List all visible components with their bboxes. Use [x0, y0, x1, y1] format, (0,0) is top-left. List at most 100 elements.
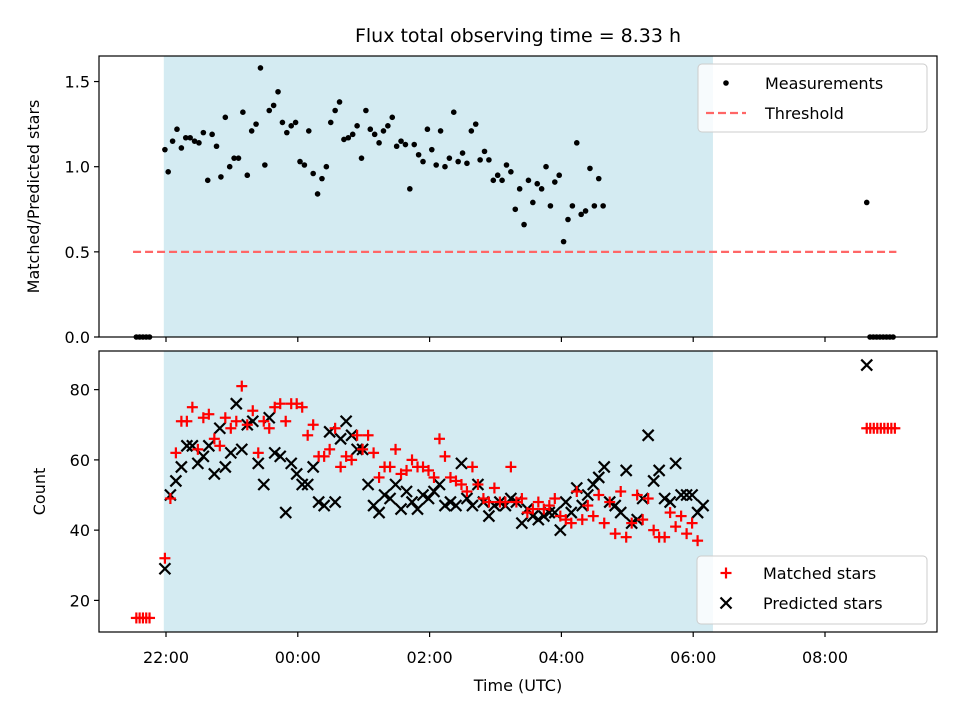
predicted-star-point: [532, 513, 545, 526]
predicted-star-point: [559, 495, 573, 509]
measurement-point: [424, 126, 431, 133]
predicted-star-point: [213, 421, 227, 435]
measurement-point: [468, 128, 475, 134]
predicted-star-point: [301, 478, 314, 491]
bottom-y-tick-label: 60: [70, 451, 90, 470]
predicted-star-point: [158, 562, 172, 576]
matched-star-point: [626, 517, 638, 529]
matched-star-point: [144, 612, 156, 624]
predicted-star-point: [235, 443, 249, 456]
measurement-point: [600, 203, 606, 209]
measurement-point: [297, 158, 303, 165]
measurement-point: [218, 174, 224, 180]
measurement-point: [253, 121, 259, 127]
bottom-x-ticks: 22:00 00:00 02:00 04:00 06:00 08:00: [143, 632, 848, 667]
matched-star-point: [488, 482, 500, 494]
measurement-point: [257, 65, 264, 71]
measurement-point: [591, 203, 598, 209]
predicted-star-point: [169, 474, 183, 488]
predicted-star-point: [438, 499, 452, 512]
matched-star-point: [631, 489, 643, 501]
chart-title: Flux total observing time = 8.33 h: [355, 25, 681, 47]
bottom-observing-window-span: [163, 351, 713, 632]
predicted-star-point: [641, 429, 655, 442]
predicted-star-point: [383, 492, 397, 505]
matched-star-point: [428, 471, 440, 483]
matched-star-point: [274, 398, 286, 410]
predicted-star-point: [202, 439, 216, 453]
matched-star-point: [505, 461, 517, 473]
measurement-point: [209, 131, 215, 138]
top-legend: Measurements Threshold: [697, 63, 928, 133]
measurement-point: [433, 162, 439, 168]
measurement-point: [503, 162, 510, 168]
matched-star-point: [208, 433, 220, 445]
matched-star-point: [186, 401, 198, 413]
matched-star-point: [483, 496, 495, 508]
bottom-y-axis-label: Count: [30, 468, 49, 516]
measurement-point: [578, 211, 584, 218]
predicted-star-point: [197, 450, 210, 463]
matched-star-point: [604, 496, 616, 508]
legend-matched-label: Matched stars: [763, 564, 876, 583]
measurement-point: [582, 208, 589, 214]
bottom-x-tick-label: 00:00: [275, 648, 321, 667]
bottom-y-tick-label: 40: [70, 521, 90, 540]
measurement-point: [196, 140, 202, 146]
predicted-star-point: [328, 495, 342, 509]
matched-star-point: [230, 415, 242, 427]
measurement-points: [133, 65, 896, 340]
top-y-tick-label: 0.0: [65, 328, 90, 347]
predicted-star-point: [669, 457, 682, 470]
matched-star-point: [296, 401, 308, 413]
measurement-point: [226, 163, 233, 170]
measurement-point: [182, 134, 189, 141]
matched-star-point: [329, 422, 341, 434]
measurement-point: [472, 121, 479, 127]
predicted-star-point: [290, 467, 303, 481]
measurement-point: [363, 107, 369, 114]
measurement-point: [437, 128, 444, 134]
matched-star-point: [236, 380, 248, 392]
matched-star-point: [615, 486, 627, 497]
top-y-tick-label: 1.0: [65, 158, 90, 177]
measurement-point: [213, 143, 220, 150]
predicted-star-point: [614, 506, 627, 519]
bottom-x-tick-label: 22:00: [143, 648, 189, 667]
predicted-star-point: [455, 457, 468, 470]
legend-matched-marker: [720, 567, 732, 579]
measurement-point: [516, 186, 523, 192]
measurement-point: [376, 140, 382, 146]
matched-star-point: [466, 461, 478, 473]
measurement-point: [477, 157, 483, 163]
matched-star-point: [576, 514, 588, 526]
measurement-point: [573, 140, 580, 146]
predicted-star-point: [361, 478, 375, 491]
measurement-point: [530, 199, 536, 206]
matched-star-point: [159, 552, 171, 564]
matched-star-point: [598, 517, 610, 529]
matched-star-point: [648, 524, 660, 536]
measurement-point: [231, 155, 237, 161]
matched-star-point: [263, 422, 275, 434]
measurement-point: [248, 128, 255, 134]
bottom-y-ticks: 20 40 60 80: [70, 381, 99, 610]
matched-star-point: [203, 408, 215, 420]
measurement-point: [354, 123, 360, 129]
predicted-star-point: [619, 464, 633, 477]
measurement-point: [332, 107, 338, 114]
measurement-point: [204, 177, 211, 184]
matched-star-point: [225, 422, 237, 434]
matched-star-point: [214, 440, 226, 452]
matched-star-point: [455, 478, 467, 490]
measurement-point: [178, 145, 185, 151]
predicted-star-point: [224, 446, 238, 460]
matched-star-point: [571, 486, 583, 497]
measurement-point: [464, 160, 470, 167]
bottom-legend-box: [696, 555, 928, 625]
measurement-point: [358, 155, 365, 161]
predicted-star-point: [334, 432, 347, 446]
measurement-point: [508, 169, 514, 175]
matched-star-point: [280, 415, 292, 427]
bottom-x-tick-label: 02:00: [407, 648, 453, 667]
